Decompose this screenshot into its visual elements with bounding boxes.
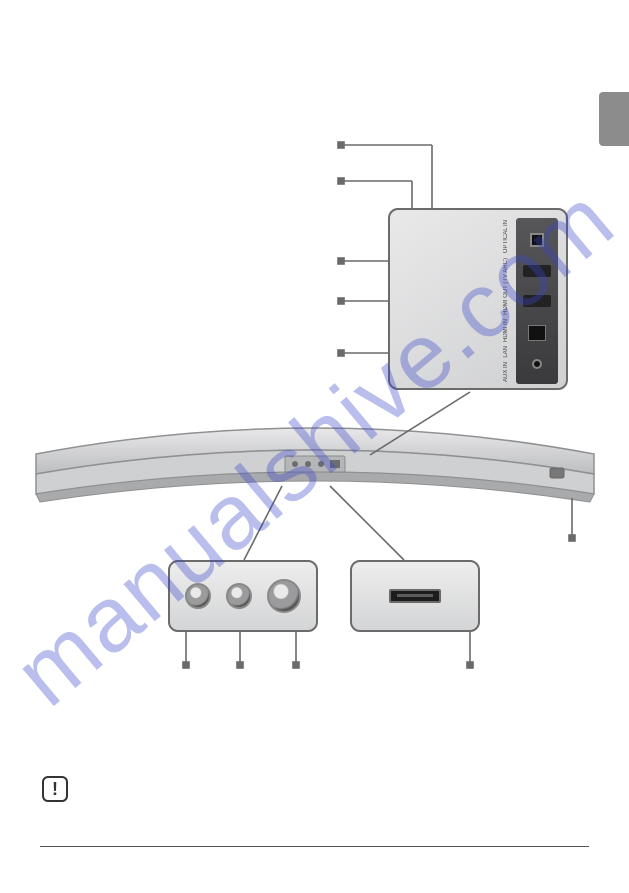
usb-port-icon: [389, 589, 441, 603]
lan-port-icon: [528, 325, 546, 341]
ports-detail-panel: OPTICAL IN HDMI OUT (TV ARC) HDMI IN LAN…: [388, 208, 568, 390]
jack-1-icon: [185, 583, 211, 609]
soundbar-illustration: [30, 420, 600, 510]
port-label-lan: LAN: [503, 346, 509, 358]
port-strip: [516, 218, 558, 384]
hdmi-out-port-icon: [523, 265, 551, 277]
page-edge-tab: [599, 92, 629, 146]
footer-rule: [40, 846, 589, 847]
port-label-hdmi-in: HDMI IN: [503, 319, 509, 342]
jack-2-icon: [226, 583, 252, 609]
jack-3-icon: [267, 579, 301, 613]
port-label-hdmi-out: HDMI OUT (TV ARC): [503, 258, 509, 315]
optical-port-icon: [530, 233, 544, 247]
port-labels: OPTICAL IN HDMI OUT (TV ARC) HDMI IN LAN…: [501, 218, 511, 384]
port-label-aux: AUX IN: [503, 362, 509, 382]
hdmi-in-port-icon: [523, 295, 551, 307]
usb-detail-panel: [350, 560, 480, 632]
jacks-detail-panel: [168, 560, 318, 632]
note-icon: !: [42, 776, 68, 802]
port-label-optical: OPTICAL IN: [503, 220, 509, 253]
aux-port-icon: [532, 359, 542, 369]
